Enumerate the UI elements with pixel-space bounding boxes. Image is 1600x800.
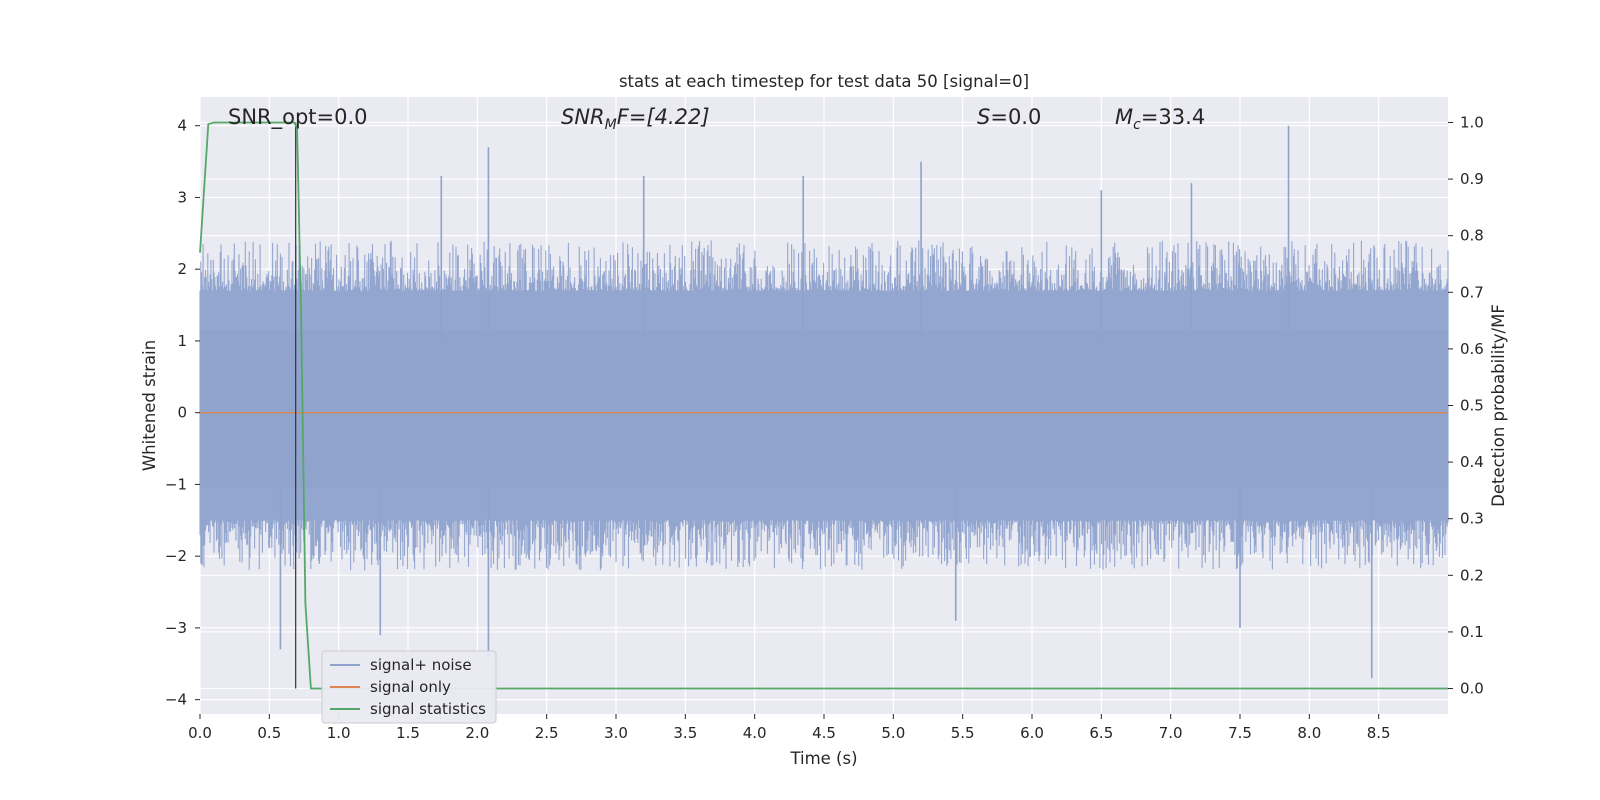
annotation-snr-mf: SNRMF=[4.22] [561,105,710,133]
annotation-s: S=0.0 [977,105,1041,129]
annotation-snr-mf-rest: F=[4.22] [617,105,710,129]
x-tick-label: 8.5 [1367,724,1391,742]
y2-tick-label: 0.7 [1460,283,1484,301]
x-tick-label: 4.0 [743,724,767,742]
signal-noise-band [200,330,1448,489]
y-tick-label: −4 [165,691,187,709]
line-series [199,121,1448,690]
y2-tick-label: 0.1 [1460,623,1484,641]
legend: signal+ noise signal only signal statist… [321,650,497,724]
x-tick-label: 3.5 [673,724,697,742]
signal-statistics-line [199,121,1448,690]
annotation-mc-rest: =33.4 [1141,105,1205,129]
y-tick-label: −3 [165,619,187,637]
y2-tick-label: 0.8 [1460,227,1484,245]
y-tick-label: 0 [177,404,187,422]
y-tick-label: 2 [177,260,187,278]
x-tick-label: 1.0 [327,724,351,742]
y2-tick-label: 0.9 [1460,170,1484,188]
x-tick-label: 3.0 [604,724,628,742]
x-tick-label: 2.5 [535,724,559,742]
y-tick-label: 3 [177,188,187,206]
x-axis-label: Time (s) [789,749,857,768]
y-tick-label: 1 [177,332,187,350]
y2-axis-label: Detection probability/MF [1489,304,1508,507]
y-tick-label: 4 [177,117,187,135]
annotation-snr-mf-main: SNR [561,105,605,129]
x-tick-label: 7.0 [1159,724,1183,742]
y2-tick-label: 0.5 [1460,397,1484,415]
y2-tick-label: 0.0 [1460,680,1484,698]
x-tick-label: 6.5 [1089,724,1113,742]
y2-tick-label: 1.0 [1460,113,1484,131]
annotation-mc: Mc=33.4 [1115,105,1205,133]
annotation-s-rest: =0.0 [990,105,1041,129]
legend-label-signal-statistics: signal statistics [370,700,486,718]
x-tick-label: 4.5 [812,724,836,742]
annotation-mc-sub: c [1133,117,1141,133]
y2-tick-label: 0.3 [1460,510,1484,528]
annotation-s-main: S [977,105,990,129]
tick-labels: 0.0 0.5 1.0 1.5 2.0 2.5 3.0 3.5 4.0 4.5 5.0 5.5 6.0 6… [165,113,1484,742]
chart-title: stats at each timestep for test data 50 … [619,72,1029,91]
y2-tick-label: 0.2 [1460,566,1484,584]
x-tick-label: 1.5 [396,724,420,742]
x-tick-label: 0.0 [188,724,212,742]
x-tick-label: 5.0 [881,724,905,742]
x-tick-label: 6.0 [1020,724,1044,742]
annotation-snr-opt: SNR_opt=0.0 [228,105,368,130]
legend-label-signal-only: signal only [370,678,451,696]
y-tick-label: −2 [165,547,187,565]
y2-tick-label: 0.6 [1460,340,1484,358]
x-tick-label: 7.5 [1228,724,1252,742]
x-tick-label: 0.5 [257,724,281,742]
x-tick-label: 5.5 [951,724,975,742]
y2-tick-label: 0.4 [1460,453,1484,471]
signal-noise-series [199,125,1449,679]
legend-box [321,650,497,724]
x-tick-label: 2.0 [465,724,489,742]
x-tick-label: 8.0 [1297,724,1321,742]
y-tick-label: −1 [165,475,187,493]
y-axis-label: Whitened strain [140,340,159,471]
legend-label-signal-noise: signal+ noise [370,656,472,674]
annotation-snr-mf-sub: M [605,117,617,133]
annotation-mc-main: M [1115,105,1133,129]
